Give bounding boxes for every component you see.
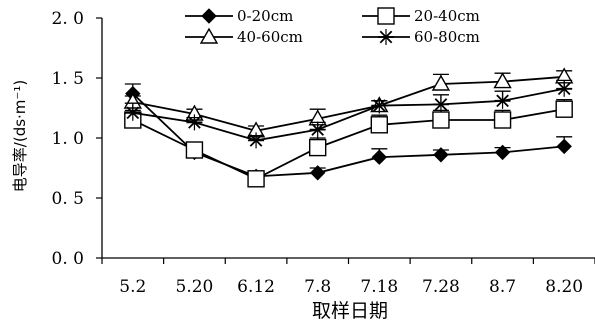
series-20-40cm xyxy=(124,98,573,188)
data-point xyxy=(247,170,265,188)
data-point xyxy=(124,104,141,121)
series-line xyxy=(132,75,565,132)
y-tick-label: 0. 0 xyxy=(52,249,84,269)
data-point xyxy=(556,138,572,155)
data-point xyxy=(186,114,203,131)
x-axis-title: 取样日期 xyxy=(312,300,388,320)
data-point xyxy=(493,72,512,89)
data-point xyxy=(493,111,512,129)
legend-item: 0-20cm xyxy=(185,7,293,25)
data-point xyxy=(309,121,326,138)
data-point xyxy=(308,138,327,157)
data-point xyxy=(494,92,511,109)
y-tick-label: 1. 0 xyxy=(52,129,84,149)
x-tick-label: 5.20 xyxy=(176,277,214,297)
x-tick-label: 6.12 xyxy=(237,277,275,297)
data-point xyxy=(185,141,204,159)
x-tick-label: 8.20 xyxy=(545,277,583,297)
legend-marker xyxy=(377,7,395,25)
y-tick-labels: 0. 0 0. 5 1. 0 1. 5 2. 0 xyxy=(52,9,84,269)
axes xyxy=(96,17,595,264)
data-point xyxy=(432,111,450,129)
legend: 0-20cm 20-40cm 40-60cm 60-80cm xyxy=(185,7,480,46)
x-tick-label: 7.18 xyxy=(360,277,398,297)
legend-label: 40-60cm xyxy=(237,28,303,46)
x-tick-label: 5.2 xyxy=(119,277,146,297)
series-line xyxy=(132,92,565,178)
legend-label: 0-20cm xyxy=(237,7,293,25)
data-point xyxy=(248,132,265,149)
data-point xyxy=(371,149,388,165)
x-tick-label: 7.28 xyxy=(422,277,460,297)
y-tick-label: 1. 5 xyxy=(52,69,84,89)
series-line xyxy=(132,87,565,142)
data-point xyxy=(556,80,573,97)
y-tick-label: 0. 5 xyxy=(52,189,84,209)
data-point xyxy=(309,165,326,181)
data-point xyxy=(432,96,449,113)
data-point xyxy=(555,100,573,118)
legend-marker xyxy=(378,29,394,45)
y-axis-title: 电导率/(ds·m⁻¹) xyxy=(11,80,29,192)
data-point xyxy=(433,147,449,163)
legend-marker xyxy=(201,8,217,24)
y-tick-label: 2. 0 xyxy=(52,9,84,29)
legend-item: 40-60cm xyxy=(185,27,303,46)
legend-item: 60-80cm xyxy=(362,28,480,46)
series-60-80cm xyxy=(124,79,573,149)
legend-marker xyxy=(199,27,219,44)
x-tick-label: 8.7 xyxy=(489,277,516,297)
legend-item: 20-40cm xyxy=(362,7,480,25)
x-tick-label: 7.8 xyxy=(304,277,331,297)
x-tick-labels: 5.2 5.20 6.12 7.8 7.18 7.28 8.7 8.20 xyxy=(119,277,583,297)
data-point xyxy=(370,116,389,134)
series-layer xyxy=(123,67,574,188)
data-point xyxy=(371,97,388,114)
data-point xyxy=(494,144,511,161)
legend-label: 60-80cm xyxy=(414,28,480,46)
legend-label: 20-40cm xyxy=(414,7,480,25)
data-point xyxy=(431,74,451,91)
series-line xyxy=(132,108,565,180)
